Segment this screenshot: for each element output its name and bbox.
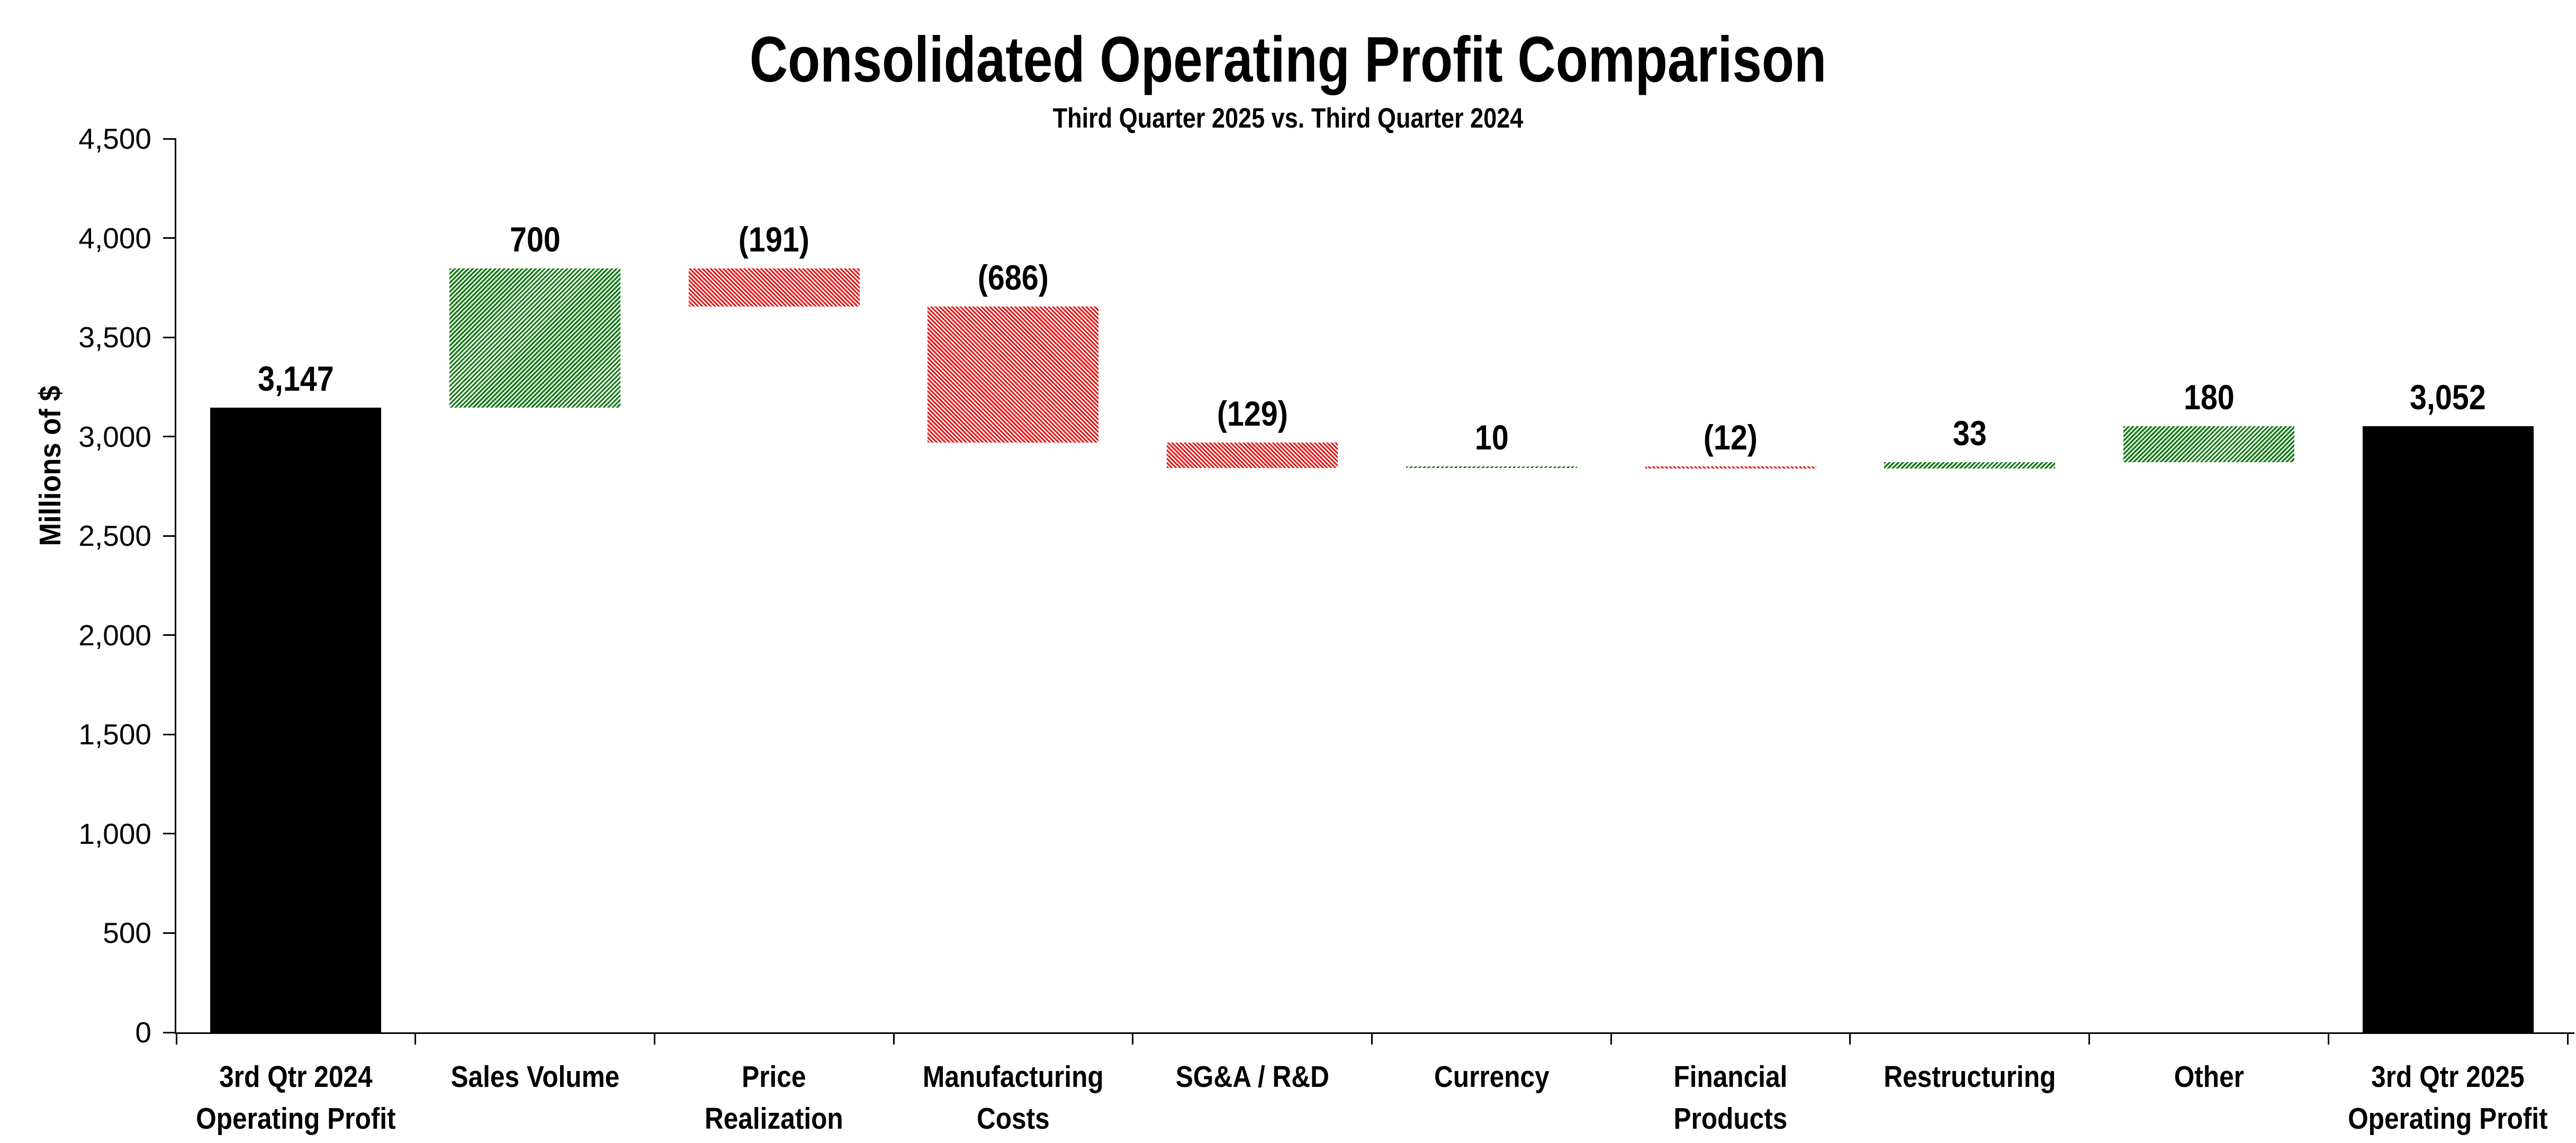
category-label-sg-a-r-d: SG&A / R&D (1175, 1060, 1329, 1094)
y-axis-tick (163, 634, 176, 636)
x-axis-tick (1132, 1032, 1134, 1045)
y-axis-tick-label: 1,000 (78, 817, 151, 850)
bar-sg-a-r-d (1167, 442, 1338, 469)
y-axis-tick (163, 138, 176, 140)
chart-subtitle: Third Quarter 2025 vs. Third Quarter 202… (1052, 103, 1524, 134)
bar-3rd-qtr-2025-operating-profit (2362, 426, 2534, 1032)
y-axis-tick-label: 4,000 (78, 221, 151, 255)
x-axis-tick (1371, 1032, 1373, 1045)
category-label-3rd-qtr-2025-operating-profit: 3rd Qtr 2025 Operating Profit (2348, 1060, 2548, 1136)
y-axis-tick-label: 500 (103, 916, 151, 950)
bar-3rd-qtr-2024-operating-profit (210, 407, 382, 1032)
bar-sales-volume (449, 268, 621, 408)
chart-title: Consolidated Operating Profit Comparison (749, 23, 1827, 95)
bar-value-label-manufacturing-costs: (686) (977, 257, 1049, 297)
y-axis-tick (163, 336, 176, 338)
y-axis-tick (163, 932, 176, 934)
bar-restructuring (1884, 462, 2056, 469)
category-label-sales-volume: Sales Volume (451, 1060, 619, 1094)
x-axis-tick (653, 1032, 655, 1045)
bar-value-label-3rd-qtr-2025-operating-profit: 3,052 (2410, 377, 2486, 417)
y-axis-tick (163, 436, 176, 438)
category-label-3rd-qtr-2024-operating-profit: 3rd Qtr 2024 Operating Profit (196, 1060, 396, 1136)
category-label-manufacturing-costs: Manufacturing Costs (923, 1060, 1104, 1136)
y-axis-tick-label: 2,500 (78, 519, 151, 553)
x-axis-tick (2088, 1032, 2091, 1045)
bar-value-label-3rd-qtr-2024-operating-profit: 3,147 (257, 358, 334, 398)
y-axis-tick-label: 3,500 (78, 321, 151, 354)
x-axis-line (175, 1032, 2574, 1034)
y-axis-tick-label: 3,000 (78, 420, 151, 453)
y-axis-title: Millions of $ (33, 385, 67, 546)
bar-value-label-sales-volume: 700 (509, 219, 561, 259)
category-label-currency: Currency (1434, 1060, 1550, 1094)
x-axis-tick (1610, 1032, 1612, 1045)
x-axis-tick (2566, 1032, 2569, 1045)
bar-value-label-other: 180 (2183, 377, 2235, 417)
bar-value-label-restructuring: 33 (1952, 413, 1987, 453)
y-axis-tick-label: 4,500 (78, 122, 151, 155)
x-axis-tick (2327, 1032, 2329, 1045)
bar-value-label-price-realization: (191) (738, 219, 810, 259)
bar-financial-products (1645, 466, 1816, 469)
category-label-restructuring: Restructuring (1884, 1060, 2056, 1094)
bar-currency (1406, 466, 1577, 469)
bar-manufacturing-costs (927, 306, 1099, 443)
y-axis-line (175, 139, 176, 1032)
y-axis-tick (163, 733, 176, 735)
y-axis-tick-label: 2,000 (78, 618, 151, 652)
x-axis-tick (1849, 1032, 1851, 1045)
x-axis-tick (893, 1032, 895, 1045)
category-label-price-realization: Price Realization (705, 1060, 844, 1136)
y-axis-tick (163, 535, 176, 537)
y-axis-tick (163, 833, 176, 835)
category-label-other: Other (2174, 1060, 2244, 1094)
y-axis-tick-label: 1,500 (78, 718, 151, 751)
bar-value-label-currency: 10 (1474, 417, 1509, 457)
bar-value-label-financial-products: (12) (1703, 417, 1758, 457)
bar-price-realization (688, 268, 860, 307)
y-axis-tick (163, 237, 176, 239)
category-label-financial-products: Financial Products (1673, 1060, 1788, 1136)
y-axis-tick (163, 1031, 176, 1033)
x-axis-tick (175, 1032, 177, 1045)
bar-other (2123, 426, 2294, 462)
bar-value-label-sg-a-r-d: (129) (1217, 393, 1288, 433)
y-axis-tick-label: 0 (135, 1016, 151, 1049)
x-axis-tick (415, 1032, 417, 1045)
